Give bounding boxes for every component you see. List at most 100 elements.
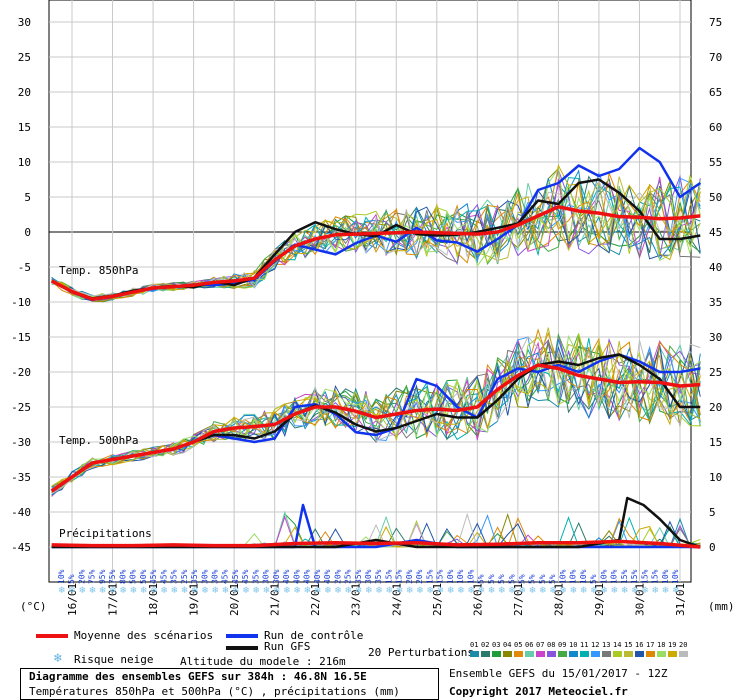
snow-risk-label: 5% — [548, 574, 557, 584]
snow-risk-label: 15% — [436, 569, 445, 584]
snowflake-icon: ❄ — [365, 586, 373, 596]
y-tick-left: -35 — [11, 471, 31, 484]
perturbation-swatch — [525, 651, 534, 657]
y-tick-left: -5 — [18, 261, 31, 274]
snowflake-icon: ❄ — [68, 586, 76, 596]
perturbation-id-label: 04 — [503, 641, 512, 649]
snowflake-icon: ❄ — [478, 586, 486, 596]
panel-label-precip: Précipitations — [59, 527, 152, 540]
snow-risk-label: 10% — [610, 569, 619, 584]
snowflake-icon: ❄ — [334, 586, 342, 596]
snow-risk-label: 5% — [518, 574, 527, 584]
perturbation-swatch — [536, 651, 545, 657]
snow-risk-label: 35% — [190, 569, 199, 584]
perturbation-id-label: 07 — [536, 641, 545, 649]
x-tick-label: 16/01 — [66, 583, 79, 616]
snow-risk-label: 30% — [272, 569, 281, 584]
snowflake-icon: ❄ — [406, 586, 414, 596]
snow-risk-label: 50% — [129, 569, 138, 584]
legend-mean-label: Moyenne des scénarios — [74, 629, 214, 642]
snowflake-icon: ❄ — [375, 586, 383, 596]
snowflake-icon: ❄ — [78, 586, 86, 596]
snow-risk-label: 15% — [620, 569, 629, 584]
snowflake-icon: ❄ — [242, 586, 250, 596]
snow-risk-label: 15% — [384, 569, 393, 584]
perturbation-id-label: 20 — [679, 641, 688, 649]
snowflake-icon: ❄ — [293, 586, 301, 596]
y-tick-right: 65 — [709, 86, 722, 99]
snowflake-icon: ❄ — [488, 586, 496, 596]
snowflake-icon: ❄ — [457, 586, 465, 596]
left-unit-label: (°C) — [20, 600, 47, 613]
x-tick-label: 20/01 — [228, 583, 241, 616]
perturbation-id-label: 08 — [547, 641, 556, 649]
y-tick-left: 30 — [18, 16, 31, 29]
snow-risk-label: 15% — [395, 569, 404, 584]
snowflake-icon: ❄ — [570, 586, 578, 596]
perturbation-id-label: 18 — [657, 641, 666, 649]
y-tick-left: 20 — [18, 86, 31, 99]
perturbation-id-label: 09 — [558, 641, 567, 649]
snow-risk-label: 5% — [538, 574, 547, 584]
snow-risk-label: 10% — [446, 569, 455, 584]
perturbation-id-label: 02 — [481, 641, 490, 649]
x-tick-label: 28/01 — [552, 583, 565, 616]
snowflake-icon: ❄ — [130, 586, 138, 596]
snowflake-icon: ❄ — [355, 586, 363, 596]
snowflake-icon: ❄ — [345, 586, 353, 596]
x-tick-label: 27/01 — [512, 583, 525, 616]
y-tick-right: 50 — [709, 191, 722, 204]
snow-risk-label: 20% — [333, 569, 342, 584]
snowflake-icon: ❄ — [508, 586, 516, 596]
perturbation-id-label: 15 — [624, 641, 633, 649]
snow-risk-label: 20% — [77, 569, 86, 584]
snow-risk-label: 45% — [231, 569, 240, 584]
snowflake-icon: ❄ — [498, 586, 506, 596]
legend-mean-swatch — [36, 634, 68, 638]
perturbation-t500-line — [51, 340, 701, 493]
run-info: Ensemble GEFS du 15/01/2017 - 12Z — [449, 667, 668, 680]
perturbation-id-label: 12 — [591, 641, 600, 649]
y-tick-left: -15 — [11, 331, 31, 344]
y-tick-right: 30 — [709, 331, 722, 344]
snow-risk-label: 15% — [630, 569, 639, 584]
snow-risk-label: 30% — [364, 569, 373, 584]
snowflake-icon: ❄ — [539, 586, 547, 596]
snowflake-icon: ❄ — [314, 586, 322, 596]
snow-risk-label: 45% — [159, 569, 168, 584]
snow-risk-label: 75% — [88, 569, 97, 584]
snowflake-icon: ❄ — [283, 586, 291, 596]
perturbation-id-label: 01 — [470, 641, 479, 649]
perturbation-id-label: 11 — [580, 641, 589, 649]
y-tick-right: 25 — [709, 366, 722, 379]
copyright: Copyright 2017 Meteociel.fr — [449, 685, 628, 698]
snowflake-icon: ❄ — [641, 586, 649, 596]
snow-risk-label: 30% — [211, 569, 220, 584]
series-t500-moyenne-des-sc-narios — [50, 363, 701, 493]
snow-risk-label: 35% — [170, 569, 179, 584]
snow-risk-label: 5% — [507, 574, 516, 584]
perturbation-id-label: 10 — [569, 641, 578, 649]
snow-risk-label: 40% — [313, 569, 322, 584]
snowflake-icon: ❄ — [304, 586, 312, 596]
snow-risk-label: 40% — [282, 569, 291, 584]
snowflake-icon: ❄ — [150, 586, 158, 596]
panel-label-t500: Temp. 500hPa — [59, 434, 138, 447]
legend-control-label: Run de contrôle — [264, 629, 364, 642]
perturbation-id-label: 16 — [635, 641, 644, 649]
snowflake-icon: ❄ — [559, 586, 567, 596]
y-tick-right: 45 — [709, 226, 722, 239]
snow-risk-label: 10% — [57, 569, 66, 584]
x-tick-label: 18/01 — [147, 583, 160, 616]
snow-risk-label: 35% — [251, 569, 260, 584]
snowflake-icon: ❄ — [672, 586, 680, 596]
perturbation-swatch — [646, 651, 655, 657]
snow-risk-label: 95% — [98, 569, 107, 584]
snow-risk-label: 5% — [67, 574, 76, 584]
x-tick-label: 22/01 — [309, 583, 322, 616]
snow-risk-label: 35% — [354, 569, 363, 584]
snowflake-icon: ❄ — [58, 586, 66, 596]
snowflake-icon: ❄ — [590, 586, 598, 596]
snowflake-icon: ❄ — [600, 586, 608, 596]
y-tick-right: 75 — [709, 16, 722, 29]
